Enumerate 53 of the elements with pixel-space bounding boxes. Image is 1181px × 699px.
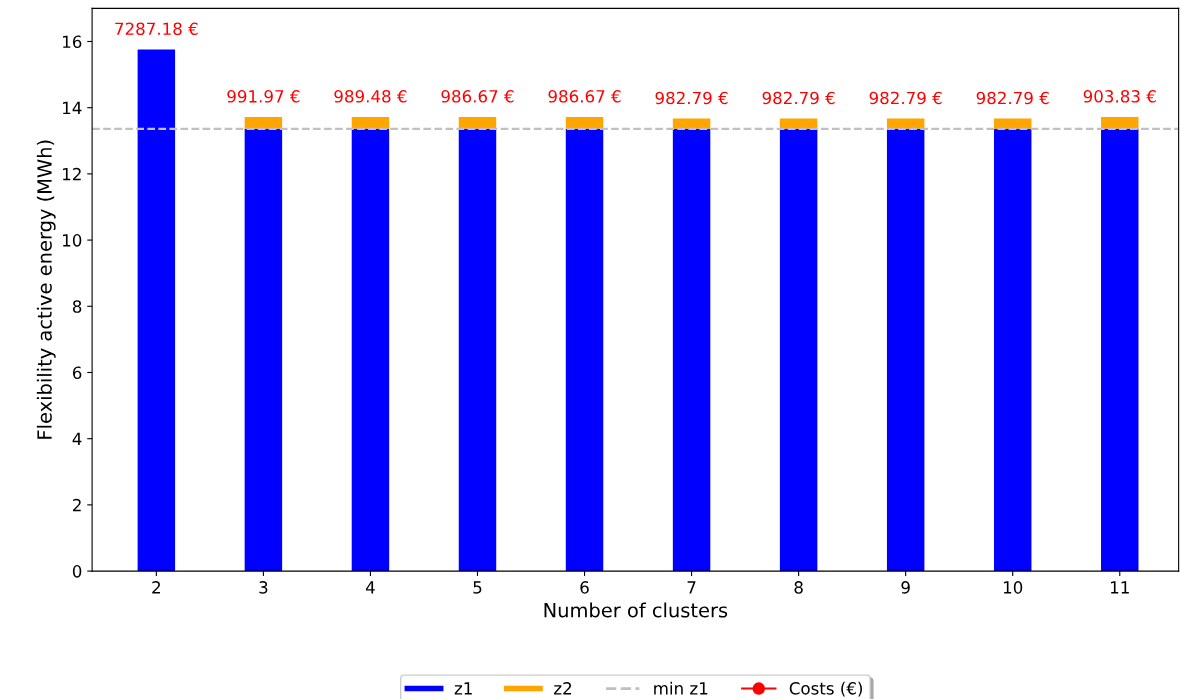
bar <box>351 128 390 572</box>
y-tick-label: 4 <box>72 432 82 446</box>
x-tick-label: 9 <box>901 581 910 594</box>
x-tick-label: 10 <box>1003 581 1023 594</box>
bar <box>458 128 497 572</box>
y-axis-title: Flexibility active energy (MWh) <box>36 140 56 439</box>
annotation: 903.83 € <box>1083 90 1156 103</box>
bar <box>993 128 1032 572</box>
y-tick-label: 6 <box>72 366 82 380</box>
bar <box>993 118 1032 129</box>
y-tick-label: 12 <box>63 167 81 181</box>
annotation: 986.67 € <box>548 90 621 103</box>
annotation: 982.79 € <box>976 91 1049 105</box>
x-tick-label: 5 <box>473 581 482 594</box>
bar <box>779 128 818 572</box>
y-tick-label: 8 <box>72 300 82 313</box>
bar <box>351 116 390 129</box>
y-tick-label: 14 <box>63 101 82 115</box>
bar <box>1101 116 1139 129</box>
x-tick-label: 2 <box>152 581 160 594</box>
x-tick-label: 6 <box>580 581 589 594</box>
bar <box>565 128 604 572</box>
legend-label: z1 <box>454 682 472 695</box>
legend-label: Costs (€) <box>789 681 862 697</box>
annotation: 7287.18 € <box>115 22 198 36</box>
x-axis-title: Number of clusters <box>544 602 728 618</box>
legend-label: min z1 <box>654 681 708 695</box>
y-tick-label: 16 <box>63 35 82 49</box>
annotation: 989.48 € <box>334 90 407 103</box>
bar <box>458 116 497 129</box>
x-tick-label: 4 <box>365 581 375 594</box>
legend-label: z2 <box>554 682 572 695</box>
x-tick-label: 3 <box>259 581 268 594</box>
annotation: 982.79 € <box>869 91 942 105</box>
y-tick-label: 10 <box>63 234 82 247</box>
bar <box>672 128 711 572</box>
bar <box>886 128 925 572</box>
annotation: 982.79 € <box>655 91 728 105</box>
bar <box>565 116 604 129</box>
x-tick-label: 7 <box>687 581 696 594</box>
y-tick-label: 2 <box>73 498 81 512</box>
bar <box>137 49 176 572</box>
x-tick-label: 8 <box>794 581 803 594</box>
annotation: 982.79 € <box>762 91 835 105</box>
x-tick-label: 11 <box>1110 581 1129 594</box>
bar <box>244 116 283 129</box>
bar <box>672 118 711 129</box>
bar <box>1101 128 1139 572</box>
annotation: 986.67 € <box>441 90 514 103</box>
bar <box>244 128 283 572</box>
bar <box>779 118 818 129</box>
y-tick-label: 0 <box>72 565 82 578</box>
annotation: 991.97 € <box>227 90 300 103</box>
